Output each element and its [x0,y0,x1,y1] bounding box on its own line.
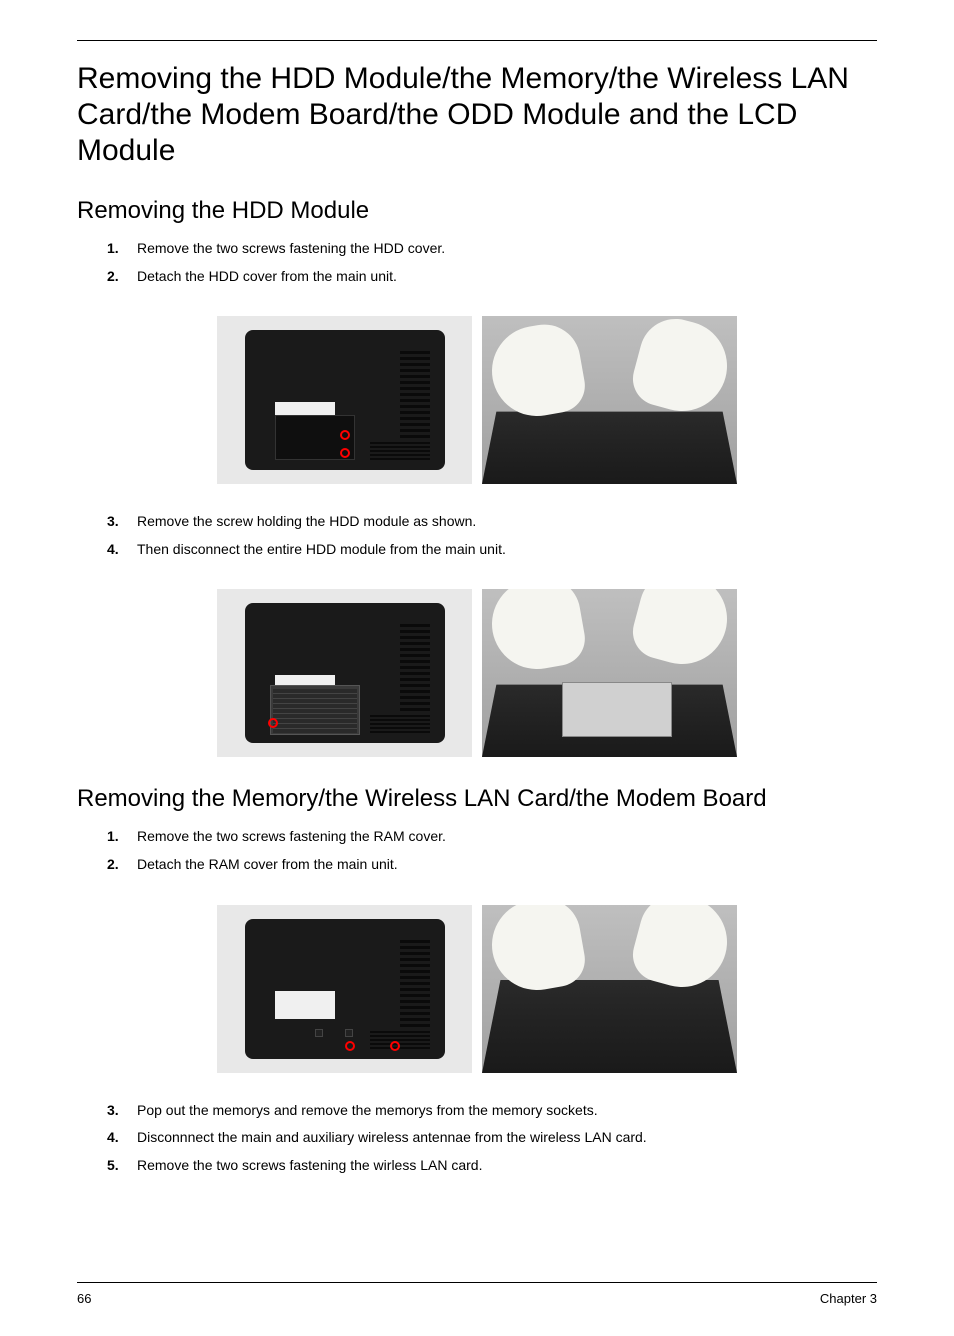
step-number: 2. [107,855,137,875]
page-number: 66 [77,1291,91,1306]
main-heading: Removing the HDD Module/the Memory/the W… [77,61,877,169]
image-row-2 [77,589,877,757]
step-number: 3. [107,1101,137,1121]
photo-laptop-hdd-screws [217,316,472,484]
step-number: 4. [107,1128,137,1148]
step-number: 1. [107,239,137,259]
photo-detach-hdd-cover [482,316,737,484]
section1-steps-a: 1. Remove the two screws fastening the H… [107,239,877,286]
step-text: Pop out the memorys and remove the memor… [137,1101,877,1121]
list-item: 2. Detach the HDD cover from the main un… [107,267,877,287]
list-item: 3. Pop out the memorys and remove the me… [107,1101,877,1121]
step-text: Remove the screw holding the HDD module … [137,512,877,532]
step-number: 5. [107,1156,137,1176]
list-item: 3. Remove the screw holding the HDD modu… [107,512,877,532]
top-rule [77,40,877,41]
step-text: Detach the HDD cover from the main unit. [137,267,877,287]
image-row-3 [77,905,877,1073]
step-text: Remove the two screws fastening the wirl… [137,1156,877,1176]
step-text: Detach the RAM cover from the main unit. [137,855,877,875]
screw-marker-icon [390,1041,400,1051]
step-number: 1. [107,827,137,847]
screw-marker-icon [268,718,278,728]
bottom-rule [77,1282,877,1283]
screw-marker-icon [340,430,350,440]
list-item: 1. Remove the two screws fastening the H… [107,239,877,259]
photo-detach-ram-cover [482,905,737,1073]
section2-steps-b: 3. Pop out the memorys and remove the me… [107,1101,877,1176]
page-footer: 66 Chapter 3 [77,1282,877,1306]
list-item: 5. Remove the two screws fastening the w… [107,1156,877,1176]
chapter-label: Chapter 3 [820,1291,877,1306]
step-number: 4. [107,540,137,560]
section1-heading: Removing the HDD Module [77,197,877,225]
image-row-1 [77,316,877,484]
step-number: 3. [107,512,137,532]
step-text: Then disconnect the entire HDD module fr… [137,540,877,560]
screw-marker-icon [345,1041,355,1051]
photo-laptop-hdd-module [217,589,472,757]
list-item: 1. Remove the two screws fastening the R… [107,827,877,847]
section2-steps-a: 1. Remove the two screws fastening the R… [107,827,877,874]
step-number: 2. [107,267,137,287]
list-item: 4. Disconnnect the main and auxiliary wi… [107,1128,877,1148]
step-text: Remove the two screws fastening the HDD … [137,239,877,259]
list-item: 4. Then disconnect the entire HDD module… [107,540,877,560]
step-text: Remove the two screws fastening the RAM … [137,827,877,847]
screw-marker-icon [340,448,350,458]
section2-heading: Removing the Memory/the Wireless LAN Car… [77,785,877,813]
photo-laptop-ram-screws [217,905,472,1073]
list-item: 2. Detach the RAM cover from the main un… [107,855,877,875]
section1-steps-b: 3. Remove the screw holding the HDD modu… [107,512,877,559]
step-text: Disconnnect the main and auxiliary wirel… [137,1128,877,1148]
photo-remove-hdd-module [482,589,737,757]
